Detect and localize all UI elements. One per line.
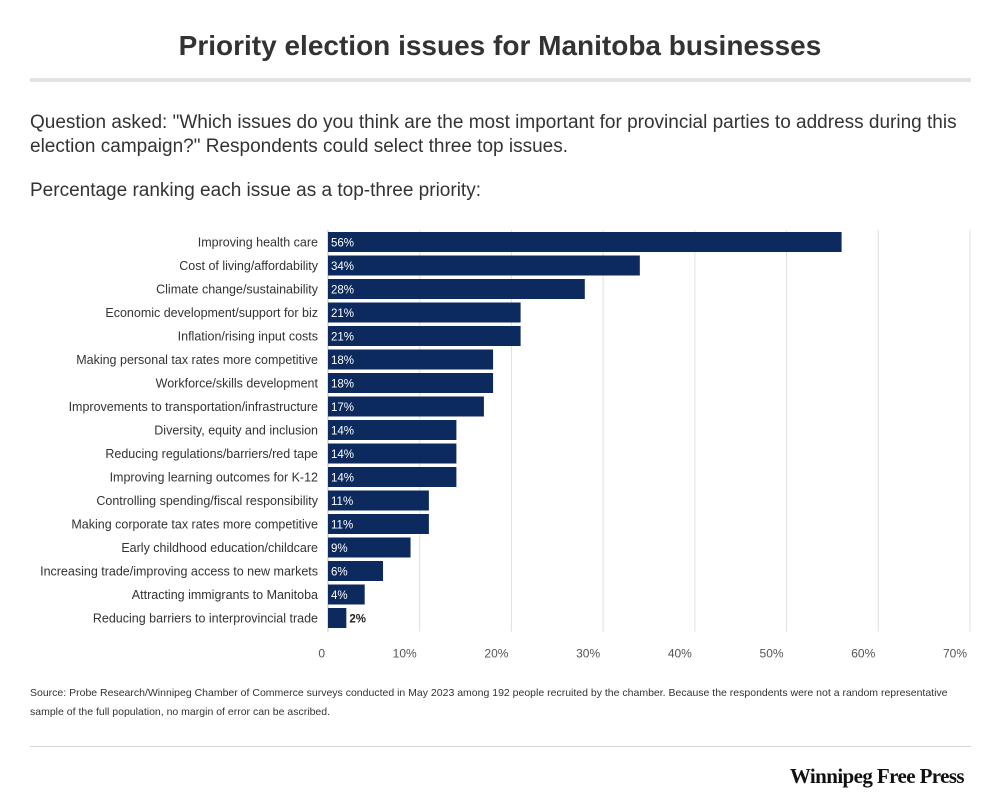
value-label: 18%	[331, 379, 354, 391]
bar	[328, 396, 484, 417]
x-tick-label: 0	[318, 647, 325, 661]
publisher-logo: Winnipeg Free Press	[789, 764, 965, 788]
value-label: 14%	[331, 473, 354, 485]
bar	[328, 326, 521, 346]
category-label: Making corporate tax rates more competit…	[71, 518, 318, 532]
question-text: Question asked: "Which issues do you thi…	[30, 112, 957, 157]
value-label: 14%	[331, 426, 354, 438]
category-label: Reducing barriers to interprovincial tra…	[93, 612, 318, 626]
title-divider	[30, 78, 971, 82]
bar	[328, 302, 521, 323]
category-label: Climate change/sustainability	[156, 283, 319, 297]
bar-chart: Improving health care 56% Cost of living/a…	[40, 230, 971, 661]
bar	[328, 443, 457, 464]
value-label: 21%	[331, 332, 354, 344]
category-label: Making personal tax rates more competiti…	[76, 353, 318, 367]
value-label: 14%	[331, 449, 354, 461]
value-label: 6%	[331, 567, 348, 579]
category-label: Increasing trade/improving access to new…	[40, 565, 318, 579]
value-label: 18%	[331, 355, 354, 367]
value-label: 11%	[331, 520, 353, 532]
value-label: 56%	[331, 238, 354, 250]
bar	[328, 561, 384, 581]
value-label: 2%	[349, 614, 366, 626]
bar	[328, 279, 585, 299]
bar	[328, 584, 365, 605]
bar	[328, 373, 494, 393]
chart-title: Priority election issues for Manitoba bu…	[178, 30, 822, 61]
category-label: Economic development/support for biz	[105, 306, 318, 320]
value-label: 9%	[331, 543, 348, 555]
chart-subtitle: Percentage ranking each issue as a top-t…	[30, 180, 481, 201]
category-label: Improving health care	[198, 236, 318, 250]
source-note: Source: Probe Research/Winnipeg Chamber …	[30, 687, 948, 718]
category-label: Diversity, equity and inclusion	[154, 424, 318, 438]
x-tick-label: 40%	[668, 647, 692, 661]
x-tick-label: 10%	[393, 647, 417, 661]
bar	[328, 420, 457, 440]
category-label: Workforce/skills development	[156, 377, 319, 391]
bar	[328, 537, 411, 558]
bar	[328, 514, 429, 534]
x-tick-label: 20%	[484, 647, 508, 661]
bar	[328, 232, 842, 252]
value-label: 4%	[331, 590, 348, 602]
x-tick-label: 60%	[851, 647, 875, 661]
x-tick-label: 50%	[760, 647, 784, 661]
footer-divider	[30, 746, 971, 747]
category-label: Improvements to transportation/infrastru…	[69, 400, 318, 414]
x-tick-label: 30%	[576, 647, 600, 661]
bar	[328, 467, 457, 487]
value-label: 17%	[331, 402, 354, 414]
category-label: Controlling spending/fiscal responsibili…	[96, 494, 318, 508]
bar	[328, 255, 640, 276]
category-label: Early childhood education/childcare	[121, 541, 318, 555]
bar	[328, 608, 347, 628]
bar	[328, 490, 429, 511]
value-label: 34%	[331, 261, 354, 273]
bar	[328, 349, 494, 370]
value-label: 11%	[331, 496, 353, 508]
category-label: Inflation/rising input costs	[178, 330, 318, 344]
value-label: 21%	[331, 308, 354, 320]
category-label: Cost of living/affordability	[179, 259, 318, 273]
category-label: Attracting immigrants to Manitoba	[132, 588, 318, 602]
category-label: Reducing regulations/barriers/red tape	[105, 447, 318, 461]
x-tick-label: 70%	[943, 647, 967, 661]
category-label: Improving learning outcomes for K-12	[110, 471, 318, 485]
value-label: 28%	[331, 285, 354, 297]
